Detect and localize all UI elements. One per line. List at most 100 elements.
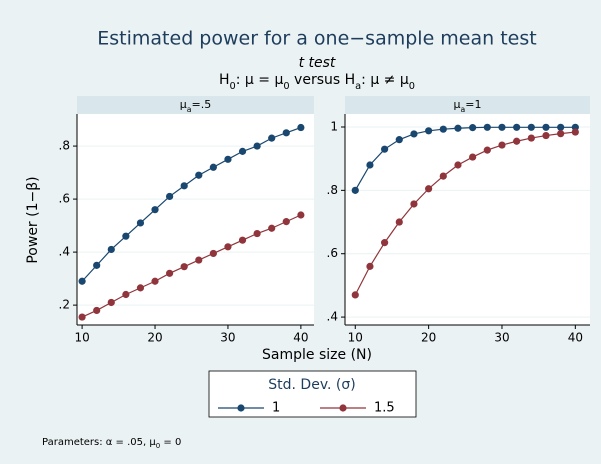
note: Parameters: α = .05, μ0 = 0 bbox=[42, 437, 181, 450]
text-part: =.5 bbox=[192, 98, 212, 111]
x-tick-label: 40 bbox=[568, 331, 583, 345]
marker bbox=[195, 171, 203, 179]
marker bbox=[282, 129, 290, 137]
y-tick-label: .6 bbox=[59, 192, 70, 206]
legend-title: Std. Dev. (σ) bbox=[268, 377, 355, 393]
marker bbox=[93, 261, 101, 269]
marker bbox=[268, 134, 276, 142]
panel-header bbox=[77, 96, 314, 114]
marker bbox=[542, 131, 550, 140]
subscript: a bbox=[461, 105, 466, 114]
series-line bbox=[354, 131, 576, 296]
marker bbox=[513, 123, 521, 131]
x-tick-label: 30 bbox=[494, 331, 509, 345]
marker bbox=[107, 298, 115, 307]
marker bbox=[425, 127, 433, 135]
marker bbox=[410, 130, 418, 138]
y-tick-label: .4 bbox=[59, 245, 70, 259]
marker bbox=[557, 130, 565, 138]
legend-label: 1 bbox=[272, 401, 280, 416]
marker bbox=[238, 236, 247, 244]
marker bbox=[410, 200, 418, 208]
marker bbox=[122, 290, 130, 299]
marker bbox=[395, 218, 403, 226]
y-tick-label: .6 bbox=[327, 246, 338, 260]
marker bbox=[527, 134, 535, 142]
plot-area bbox=[345, 114, 590, 325]
text-part: μ bbox=[180, 98, 187, 111]
y-tick-label: 1 bbox=[330, 119, 338, 133]
panel-title: μa=.5 bbox=[180, 98, 211, 114]
subscript: 0 bbox=[409, 81, 415, 92]
marker bbox=[297, 123, 305, 132]
text-part: : μ = μ bbox=[236, 72, 284, 88]
marker bbox=[366, 262, 374, 270]
marker bbox=[136, 219, 145, 227]
marker bbox=[498, 123, 506, 131]
marker bbox=[253, 142, 261, 150]
text-part: Parameters: α = .05, μ bbox=[42, 437, 156, 448]
marker bbox=[122, 232, 130, 240]
marker bbox=[78, 277, 86, 285]
y-tick-label: .8 bbox=[327, 183, 338, 197]
text-part: H bbox=[219, 72, 230, 88]
marker bbox=[151, 206, 159, 214]
marker bbox=[557, 123, 565, 131]
subscript: a bbox=[355, 81, 361, 92]
marker bbox=[166, 192, 174, 201]
marker bbox=[351, 291, 359, 299]
marker bbox=[107, 245, 115, 254]
legend-label: 1.5 bbox=[374, 401, 395, 416]
marker bbox=[195, 256, 203, 264]
chart-title: Estimated power for a one−sample mean te… bbox=[97, 28, 536, 50]
marker bbox=[238, 147, 247, 155]
marker bbox=[395, 136, 403, 144]
plot-area bbox=[77, 114, 314, 325]
y-tick-label: .2 bbox=[59, 298, 70, 312]
text-part: =1 bbox=[465, 98, 481, 111]
x-tick-label: 40 bbox=[293, 331, 308, 345]
subtitle: t test bbox=[299, 55, 336, 71]
hypothesis: H0: μ = μ0 versus Ha: μ ≠ μ0 bbox=[219, 72, 415, 92]
marker bbox=[542, 123, 550, 131]
marker bbox=[498, 141, 506, 149]
marker bbox=[180, 263, 188, 271]
x-tick-label: 20 bbox=[421, 331, 436, 345]
marker bbox=[469, 153, 477, 161]
subscript: 0 bbox=[283, 81, 289, 92]
marker bbox=[78, 313, 86, 321]
marker bbox=[180, 182, 188, 190]
marker bbox=[151, 277, 159, 285]
series-line bbox=[81, 214, 302, 318]
marker bbox=[297, 211, 305, 219]
marker bbox=[527, 123, 535, 131]
marker bbox=[366, 161, 374, 169]
marker bbox=[209, 249, 217, 258]
x-tick-label: 20 bbox=[147, 331, 162, 345]
subscript: 0 bbox=[156, 442, 160, 450]
marker bbox=[439, 125, 447, 133]
marker bbox=[351, 186, 359, 194]
legend-marker bbox=[339, 404, 347, 412]
text-part: versus H bbox=[290, 72, 356, 88]
text-part: = 0 bbox=[160, 437, 181, 448]
panel-title: μa=1 bbox=[454, 98, 482, 114]
y-tick-label: .4 bbox=[327, 310, 338, 324]
marker bbox=[224, 243, 232, 251]
marker bbox=[571, 128, 579, 136]
marker bbox=[425, 185, 433, 193]
panel-header bbox=[345, 96, 590, 114]
x-tick-label: 10 bbox=[348, 331, 363, 345]
marker bbox=[136, 284, 145, 292]
marker bbox=[268, 224, 276, 232]
x-axis-label: Sample size (N) bbox=[262, 347, 372, 363]
marker bbox=[483, 123, 491, 131]
legend-box bbox=[208, 370, 417, 418]
marker bbox=[166, 269, 174, 277]
subscript: 0 bbox=[230, 81, 236, 92]
marker bbox=[469, 124, 477, 132]
marker bbox=[439, 172, 447, 180]
marker bbox=[93, 306, 101, 315]
marker bbox=[209, 163, 217, 171]
